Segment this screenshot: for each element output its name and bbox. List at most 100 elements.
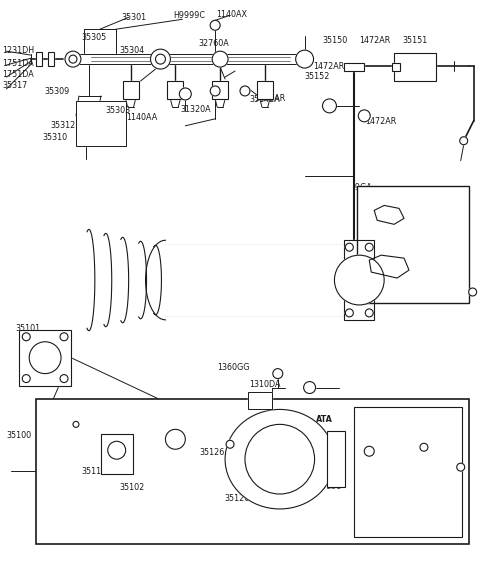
Circle shape [460, 137, 468, 145]
Bar [76, 101, 126, 146]
Text: 35116A: 35116A [82, 467, 112, 476]
Text: 35106D: 35106D [372, 448, 404, 456]
Circle shape [22, 375, 30, 382]
Bar [19, 330, 71, 385]
Circle shape [151, 49, 170, 69]
Text: 35309: 35309 [44, 87, 70, 95]
Bar [257, 81, 273, 99]
Bar [392, 63, 400, 71]
Circle shape [468, 288, 477, 296]
Circle shape [210, 86, 220, 96]
Bar [48, 52, 54, 66]
Text: 35304: 35304 [120, 46, 145, 55]
Circle shape [296, 50, 313, 68]
Bar [257, 81, 273, 99]
Text: 35126: 35126 [382, 431, 408, 441]
Text: H9999C: H9999C [173, 12, 205, 20]
Circle shape [180, 88, 192, 100]
Bar [36, 52, 42, 66]
Circle shape [304, 382, 315, 393]
Bar [357, 186, 468, 303]
Bar [248, 392, 272, 409]
Text: 35100: 35100 [6, 431, 31, 441]
Circle shape [65, 51, 81, 67]
Text: 35317: 35317 [2, 81, 27, 90]
Circle shape [365, 243, 373, 251]
Circle shape [156, 54, 166, 64]
Text: 35301: 35301 [121, 13, 147, 22]
Text: 35305: 35305 [82, 33, 107, 42]
Circle shape [22, 333, 30, 341]
Ellipse shape [225, 409, 335, 509]
Text: 1140AX: 1140AX [216, 10, 247, 19]
Circle shape [365, 309, 373, 317]
Text: ATA: ATA [316, 415, 333, 424]
Text: 1751DA: 1751DA [2, 70, 34, 79]
Circle shape [108, 441, 126, 459]
Bar [36, 399, 468, 544]
Bar [123, 81, 139, 99]
Circle shape [323, 99, 336, 113]
Circle shape [212, 51, 228, 67]
Circle shape [346, 309, 353, 317]
Bar [36, 52, 42, 66]
Bar [101, 434, 132, 474]
Text: 32760A: 32760A [198, 38, 229, 48]
Bar [123, 81, 139, 99]
Text: 35120: 35120 [225, 494, 250, 503]
Circle shape [69, 55, 77, 63]
Bar [394, 53, 436, 81]
Text: 35130: 35130 [316, 436, 341, 445]
Bar [248, 392, 272, 409]
Bar [168, 81, 183, 99]
Bar [19, 330, 71, 385]
Bar [101, 434, 132, 474]
Text: 1360GG: 1360GG [217, 363, 250, 372]
Bar [357, 186, 468, 303]
Circle shape [335, 255, 384, 305]
Text: 31320A: 31320A [180, 105, 211, 113]
Text: 1472AR: 1472AR [360, 36, 391, 45]
Circle shape [273, 368, 283, 378]
Text: 1231DH: 1231DH [2, 46, 35, 55]
Text: 1472AR: 1472AR [254, 94, 286, 103]
Text: 35142A: 35142A [250, 95, 280, 104]
Bar [327, 431, 346, 487]
Text: 35150: 35150 [322, 36, 348, 45]
Circle shape [210, 20, 220, 30]
Bar [48, 52, 54, 66]
Text: 1140AA: 1140AA [126, 113, 157, 122]
Circle shape [364, 446, 374, 456]
Text: -9GA: -9GA [353, 183, 372, 193]
Bar [76, 101, 126, 146]
Circle shape [73, 421, 79, 427]
Text: +9GA: +9GA [353, 239, 376, 248]
Bar [392, 63, 400, 71]
Bar [327, 431, 346, 487]
Bar [394, 53, 436, 81]
Circle shape [245, 424, 314, 494]
Bar [168, 81, 183, 99]
Text: 1472AR: 1472AR [313, 62, 344, 71]
Circle shape [60, 333, 68, 341]
Circle shape [60, 375, 68, 382]
Circle shape [420, 443, 428, 451]
Bar [344, 240, 374, 320]
Circle shape [166, 430, 185, 449]
Text: 35131: 35131 [316, 482, 341, 491]
Circle shape [29, 342, 61, 374]
Text: 35101: 35101 [16, 324, 41, 333]
Bar [344, 240, 374, 320]
Text: 1751DA: 1751DA [2, 59, 34, 69]
Text: 35152: 35152 [304, 72, 330, 81]
Text: 35310: 35310 [42, 133, 67, 142]
Bar [354, 407, 462, 537]
Text: 1140AB: 1140AB [406, 291, 437, 300]
Bar [212, 81, 228, 99]
Bar [344, 63, 364, 71]
Circle shape [346, 243, 353, 251]
Text: 35103A: 35103A [348, 260, 378, 269]
Text: 35151: 35151 [402, 36, 428, 45]
Bar [344, 63, 364, 71]
Bar [354, 407, 462, 537]
